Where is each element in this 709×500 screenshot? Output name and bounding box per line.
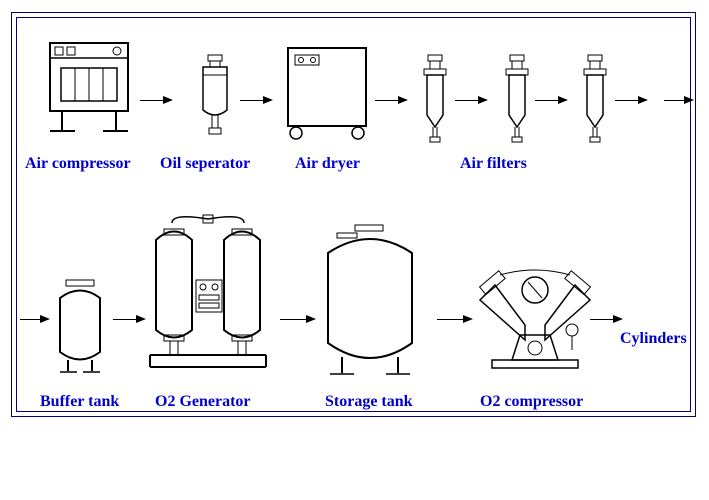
flow-arrow-icon [280, 315, 318, 323]
air-dryer-label: Air dryer [295, 155, 360, 173]
flow-arrow-icon [437, 315, 475, 323]
air-compressor-label: Air compressor [25, 155, 131, 173]
air-filters-label: Air filters [460, 155, 527, 173]
buffer-tank-icon [55, 280, 110, 380]
flow-arrow-icon [535, 96, 570, 104]
flow-arrow-icon [240, 96, 275, 104]
o2-generator-label: O2 Generator [155, 393, 251, 411]
storage-tank-label: Storage tank [325, 393, 413, 411]
o2-generator-icon [150, 215, 270, 380]
oil-separator-icon [195, 55, 235, 145]
buffer-tank-label: Buffer tank [40, 393, 119, 411]
flow-arrow-icon [140, 96, 175, 104]
flow-arrow-icon [664, 96, 696, 104]
air-compressor-icon [45, 38, 135, 143]
oil-separator-label: Oil seperator [160, 155, 250, 173]
flow-arrow-icon [20, 315, 52, 323]
air-filter-icon [418, 55, 454, 145]
o2-compressor-icon [480, 270, 595, 380]
air-dryer-icon [285, 45, 370, 145]
flow-arrow-icon [113, 315, 148, 323]
o2-compressor-label: O2 compressor [480, 393, 583, 411]
flow-arrow-icon [590, 315, 625, 323]
flow-arrow-icon [615, 96, 650, 104]
flow-arrow-icon [455, 96, 490, 104]
diagram-canvas: Air compressor Oil seperator Air dryer A… [0, 0, 709, 500]
cylinders-label: Cylinders [620, 330, 687, 348]
flow-arrow-icon [375, 96, 410, 104]
air-filter-icon [500, 55, 536, 145]
air-filter-icon [578, 55, 614, 145]
storage-tank-icon [322, 225, 422, 380]
